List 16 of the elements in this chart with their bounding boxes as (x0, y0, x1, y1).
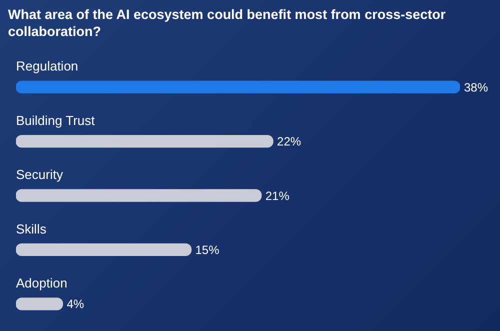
data-label: 22% (277, 134, 302, 149)
y-tick-label: Regulation (16, 58, 78, 74)
y-tick-label: Adoption (16, 275, 68, 290)
data-label: 21% (265, 188, 290, 203)
data-label: 15% (195, 243, 220, 258)
data-label: 38% (464, 80, 488, 94)
data-label: 4% (66, 297, 84, 312)
bar (16, 189, 262, 202)
bar (16, 134, 274, 148)
y-tick-label: Security (16, 167, 64, 182)
y-tick-label: Building Trust (16, 112, 96, 128)
bar (16, 298, 64, 310)
y-tick-label: Skills (16, 221, 47, 236)
chart-title: What area of the AI ecosystem could benefit most from cross-sector collaboration? (7, 6, 447, 40)
bar (16, 80, 460, 94)
bar (16, 243, 192, 256)
